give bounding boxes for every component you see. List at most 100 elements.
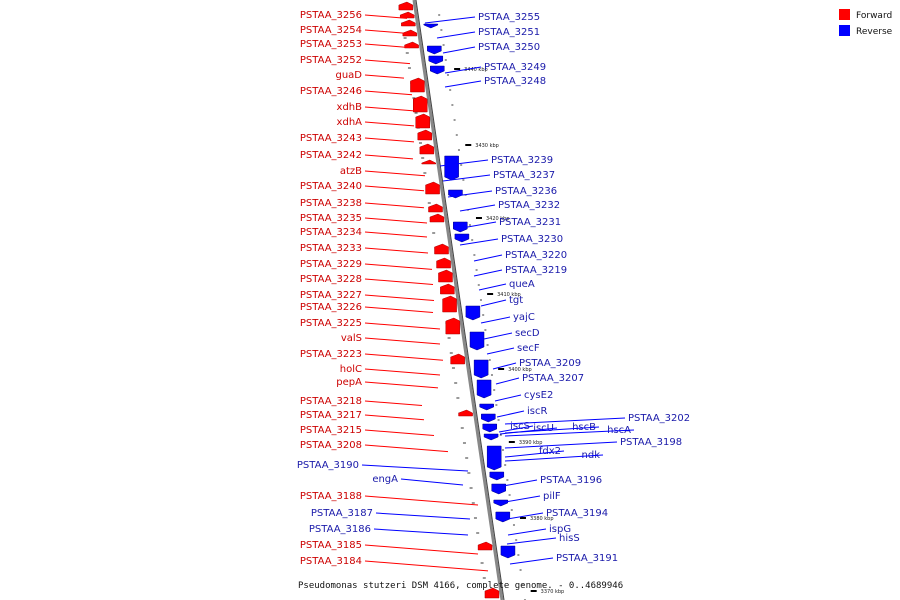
gene-label: secF — [517, 343, 540, 354]
gene-label: PSTAA_3237 — [493, 170, 555, 181]
gene-label: tgt — [509, 295, 523, 306]
forward-gene-block — [442, 295, 457, 313]
tick-label: 3410 kbp — [497, 292, 521, 298]
forward-gene-block — [398, 1, 414, 11]
legend: Forward Reverse — [839, 9, 893, 37]
gene-label: PSTAA_3218 — [300, 396, 362, 407]
gene-leader-line — [364, 414, 425, 421]
gene-leader-line — [364, 14, 408, 19]
forward-gene-block — [445, 317, 461, 335]
gene-leader-line — [504, 429, 635, 437]
gene-leader-line — [364, 322, 441, 330]
gene-leader-line — [364, 278, 434, 285]
gene-label: PSTAA_3187 — [311, 508, 373, 519]
gene-leader-line — [504, 450, 565, 458]
gene-leader-line — [486, 347, 515, 355]
gene-label: PSTAA_3255 — [478, 12, 540, 23]
gene-label: PSTAA_3196 — [540, 475, 602, 486]
forward-gene-labels: PSTAA_3256 PSTAA_3254 PSTAA_3253 PSTAA_3252… — [300, 10, 489, 572]
reverse-gene-PSTAA_3198: PSTAA_3198 — [504, 437, 682, 449]
reverse-gene-hisS: hisS — [506, 533, 580, 545]
gene-leader-line — [496, 410, 525, 418]
gene-leader-line — [498, 425, 534, 433]
gene-label: PSTAA_3235 — [300, 213, 362, 224]
gene-label: PSTAA_3198 — [620, 437, 682, 448]
gene-leader-line — [504, 495, 541, 503]
forward-gene-PSTAA_3218: PSTAA_3218 — [300, 396, 423, 407]
genome-backbone-shadow — [415, 0, 505, 600]
gene-leader-line — [364, 263, 433, 270]
forward-gene-PSTAA_3240: PSTAA_3240 — [300, 181, 425, 192]
reverse-gene-block — [486, 445, 502, 471]
reverse-gene-block — [465, 305, 481, 321]
gene-leader-line — [439, 159, 489, 167]
forward-gene-block — [440, 283, 455, 295]
gene-leader-line — [442, 174, 491, 182]
gene-label: PSTAA_3186 — [309, 524, 371, 535]
reverse-gene-PSTAA_3248: PSTAA_3248 — [444, 76, 546, 88]
forward-gene-block — [404, 41, 419, 49]
forward-gene-holC: holC — [340, 364, 441, 376]
forward-gene-PSTAA_3234: PSTAA_3234 — [300, 227, 428, 238]
reverse-gene-PSTAA_3237: PSTAA_3237 — [442, 170, 555, 182]
gene-label: PSTAA_3184 — [300, 556, 362, 567]
gene-label: PSTAA_3250 — [478, 42, 540, 53]
gene-leader-line — [364, 121, 415, 127]
forward-gene-PSTAA_3226: PSTAA_3226 — [300, 302, 434, 313]
gene-label: PSTAA_3209 — [519, 358, 581, 369]
gene-leader-line — [480, 316, 511, 324]
forward-gene-block — [415, 113, 430, 129]
gene-leader-line — [364, 59, 411, 65]
gene-label: PSTAA_3207 — [522, 373, 584, 384]
gene-label: PSTAA_3230 — [501, 234, 563, 245]
gene-label: PSTAA_3256 — [300, 10, 362, 21]
reverse-gene-PSTAA_3236: PSTAA_3236 — [447, 186, 557, 198]
forward-gene-PSTAA_3254: PSTAA_3254 — [300, 25, 408, 36]
gene-label: PSTAA_3225 — [300, 318, 362, 329]
forward-gene-block — [421, 159, 437, 165]
gene-leader-line — [447, 190, 493, 198]
reverse-gene-ndk: ndk — [504, 450, 604, 462]
reverse-gene-cysE2: cysE2 — [494, 390, 553, 402]
forward-gene-block — [477, 541, 493, 551]
forward-gene-PSTAA_3235: PSTAA_3235 — [300, 213, 428, 224]
gene-leader-line — [364, 217, 428, 224]
gene-label: ispG — [549, 524, 571, 535]
reverse-gene-block — [453, 221, 468, 233]
reverse-gene-PSTAA_3191: PSTAA_3191 — [509, 553, 618, 565]
reverse-gene-PSTAA_3230: PSTAA_3230 — [459, 234, 563, 246]
forward-gene-PSTAA_3225: PSTAA_3225 — [300, 318, 441, 330]
gene-leader-line — [364, 400, 423, 407]
gene-label: PSTAA_3228 — [300, 274, 362, 285]
reverse-gene-block — [481, 413, 496, 423]
gene-label: PSTAA_3231 — [499, 217, 561, 228]
gene-label: PSTAA_3252 — [300, 55, 362, 66]
tick-label: 3370 kbp — [541, 589, 565, 595]
forward-gene-block — [417, 129, 433, 141]
gene-label: PSTAA_3215 — [300, 425, 362, 436]
gene-label: PSTAA_3188 — [300, 491, 362, 502]
gene-leader-line — [364, 231, 428, 238]
reverse-gene-PSTAA_3231: PSTAA_3231 — [461, 217, 561, 229]
reverse-gene-block — [469, 331, 485, 351]
gene-leader-line — [364, 90, 413, 96]
gene-leader-line — [364, 495, 479, 506]
forward-gene-block — [428, 203, 443, 213]
legend-forward-label: Forward — [856, 11, 892, 21]
reverse-gene-yajC: yajC — [480, 312, 535, 324]
gene-leader-line — [364, 337, 441, 345]
reverse-gene-block — [423, 23, 439, 29]
reverse-gene-block — [476, 379, 492, 399]
reverse-gene-block — [491, 483, 506, 495]
reverse-gene-PSTAA_3239: PSTAA_3239 — [439, 155, 553, 167]
forward-gene-PSTAA_3256: PSTAA_3256 — [300, 10, 408, 21]
forward-gene-block — [484, 587, 500, 599]
gene-label: PSTAA_3229 — [300, 259, 362, 270]
forward-gene-block — [436, 257, 451, 269]
legend-reverse-swatch — [839, 25, 850, 36]
gene-leader-line — [473, 254, 503, 262]
genome-caption: Pseudomonas stutzeri DSM 4166, complete … — [298, 581, 623, 591]
forward-gene-valS: valS — [341, 333, 441, 345]
gene-label: PSTAA_3232 — [498, 200, 560, 211]
reverse-gene-block — [473, 359, 489, 379]
